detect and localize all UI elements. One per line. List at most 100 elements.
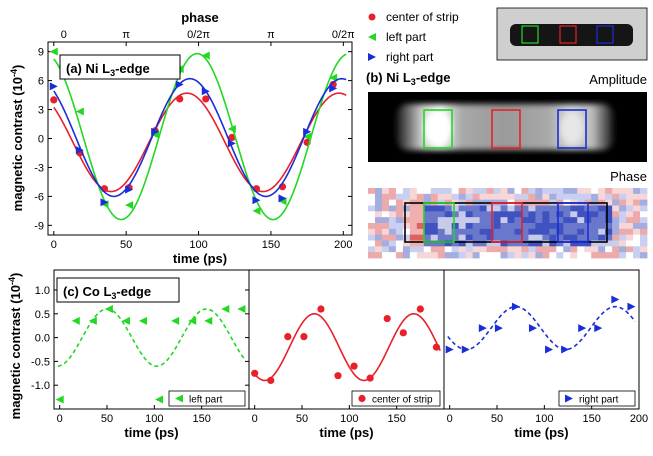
data-point xyxy=(300,333,308,341)
phase-pixel xyxy=(521,252,529,259)
phase-pixel xyxy=(423,217,432,224)
phase-pixel xyxy=(619,234,627,241)
phase-pixel xyxy=(605,193,613,201)
phase-pixel xyxy=(486,193,494,201)
phase-pixel xyxy=(430,252,439,259)
phase-pixel xyxy=(493,217,501,224)
phase-pixel xyxy=(368,193,376,201)
phase-pixel xyxy=(368,228,376,236)
data-point xyxy=(329,73,338,82)
phase-pixel xyxy=(556,217,564,224)
data-point xyxy=(511,302,520,311)
amplitude-left-box xyxy=(423,109,453,149)
phase-pixel xyxy=(493,240,501,247)
phase-pixel xyxy=(640,228,648,236)
phase-pixel xyxy=(619,246,627,253)
phase-pixel xyxy=(416,205,425,212)
phase-pixel xyxy=(612,199,620,206)
thumbnail-right-box xyxy=(596,25,614,44)
phase-pixel xyxy=(444,228,453,236)
phase-pixel xyxy=(472,188,481,195)
phase-pixel xyxy=(423,234,432,241)
phase-pixel xyxy=(528,252,536,259)
phase-pixel xyxy=(479,188,487,195)
data-point xyxy=(75,107,84,116)
phase-pixel xyxy=(535,223,543,230)
phase-pixel xyxy=(549,188,557,195)
legend-label-center: center of strip xyxy=(386,10,459,24)
phase-pixel xyxy=(381,205,390,212)
phase-pixel xyxy=(486,234,494,241)
data-point xyxy=(237,305,246,314)
phase-pixel xyxy=(577,252,585,259)
phase-pixel xyxy=(493,193,501,201)
x-tick-label: 150 xyxy=(387,413,405,425)
data-point xyxy=(627,302,636,311)
phase-pixel xyxy=(619,252,627,259)
phase-pixel xyxy=(409,188,418,195)
fit-line-0 xyxy=(57,308,246,367)
phase-pixel xyxy=(535,228,543,236)
phase-pixel xyxy=(619,240,627,247)
phase-pixel xyxy=(507,246,515,253)
phase-pixel xyxy=(605,240,613,247)
phase-pixel xyxy=(493,228,501,236)
phase-pixel xyxy=(640,252,648,259)
phase-pixel xyxy=(633,228,641,236)
phase-pixel xyxy=(465,246,474,253)
phase-pixel xyxy=(368,240,376,247)
legend-marker-left xyxy=(368,33,376,41)
phase-pixel xyxy=(528,234,536,241)
phase-pixel xyxy=(500,228,508,236)
y-tick-label: 6 xyxy=(38,76,44,88)
phase-pixel xyxy=(507,234,515,241)
phase-pixel xyxy=(556,252,564,259)
phase-pixel xyxy=(437,211,446,218)
label-part: (a) xyxy=(66,61,82,76)
phase-pixel xyxy=(451,188,460,195)
phase-title: Phase xyxy=(610,169,647,184)
y-tick-label: 1.0 xyxy=(35,285,50,297)
legend-label-right: right part xyxy=(386,50,434,64)
phase-pixel xyxy=(388,211,397,218)
phase-pixel xyxy=(430,217,439,224)
top-tick-label: π xyxy=(122,29,130,41)
data-point xyxy=(366,374,374,382)
phase-pixel xyxy=(444,188,453,195)
data-point xyxy=(383,314,391,323)
y-tick-label: 0 xyxy=(38,134,44,146)
phase-pixel xyxy=(556,223,564,230)
phase-pixel xyxy=(444,205,453,212)
phase-pixel xyxy=(584,240,592,247)
phase-pixel xyxy=(570,217,578,224)
label-part: 3 xyxy=(111,291,116,301)
top-tick-label: 0 xyxy=(61,29,67,41)
x-tick-label: 100 xyxy=(189,239,207,251)
phase-pixel xyxy=(542,211,550,218)
y-tick-label: 9 xyxy=(38,47,44,59)
phase-pixel xyxy=(633,252,641,259)
phase-pixel xyxy=(591,252,599,259)
data-point xyxy=(303,132,312,141)
phase-image xyxy=(368,188,648,259)
data-point xyxy=(50,96,58,104)
phase-pixel xyxy=(612,234,620,241)
phase-pixel xyxy=(381,240,390,247)
data-point xyxy=(227,139,236,148)
phase-pixel xyxy=(577,211,585,218)
phase-pixel xyxy=(493,234,501,241)
phase-pixel xyxy=(402,205,411,212)
x-tick-label: 150 xyxy=(262,239,280,251)
data-point xyxy=(104,305,113,314)
data-point xyxy=(416,305,424,313)
phase-pixel xyxy=(500,205,508,212)
phase-pixel xyxy=(437,228,446,236)
phase-pixel xyxy=(605,234,613,241)
phase-pixel xyxy=(640,246,648,253)
x-tick-label: 150 xyxy=(582,413,600,425)
phase-pixel xyxy=(549,246,557,253)
phase-pixel xyxy=(430,223,439,230)
phase-pixel xyxy=(451,223,460,230)
x-tick-label: 0 xyxy=(57,413,63,425)
phase-pixel xyxy=(591,193,599,201)
